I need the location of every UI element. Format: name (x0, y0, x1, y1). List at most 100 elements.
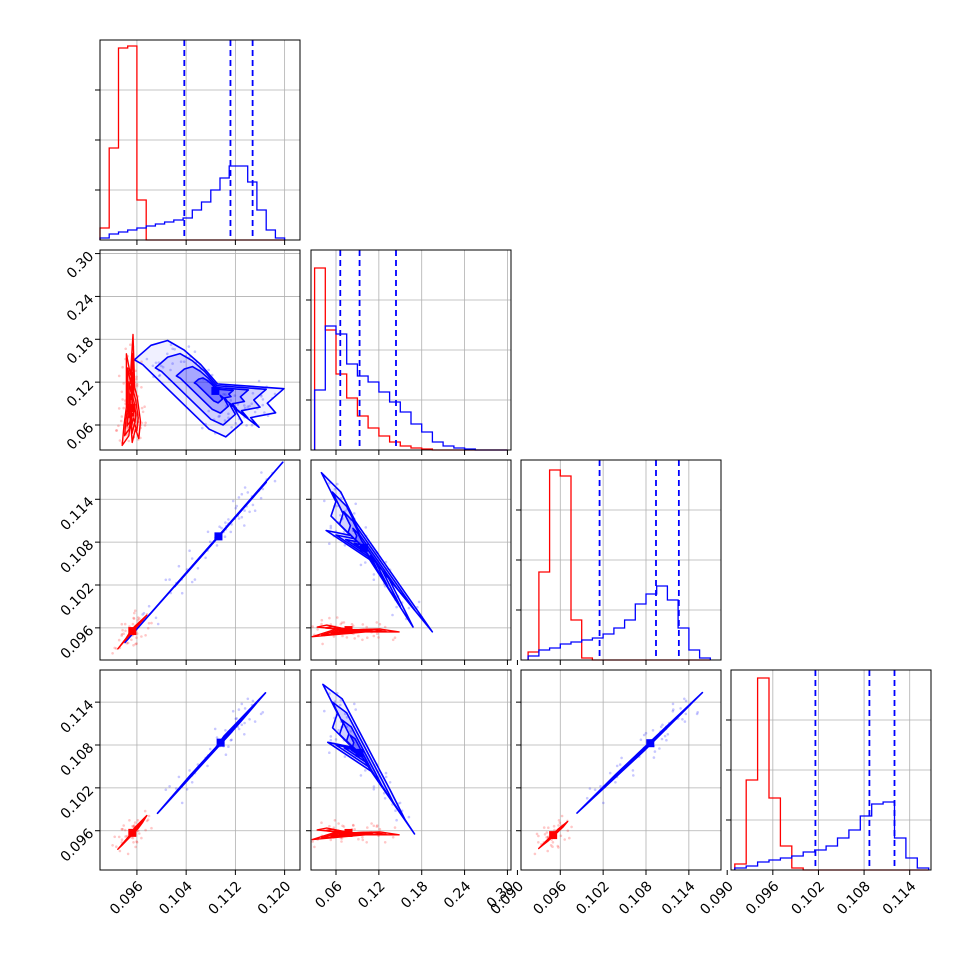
scatter-point (124, 835, 127, 838)
scatter-point (357, 634, 360, 638)
scatter-point (151, 364, 155, 368)
scatter-point (588, 787, 592, 790)
scatter-point (144, 634, 147, 637)
scatter-point (253, 410, 257, 414)
scatter-point (361, 638, 364, 642)
scatter-point (260, 471, 263, 474)
scatter-point (132, 617, 136, 620)
scatter-point (311, 625, 315, 628)
scatter-point (537, 841, 540, 844)
scatter-point (375, 621, 379, 624)
scatter-point (190, 557, 194, 560)
scatter-point (240, 492, 244, 496)
scatter-point (394, 809, 397, 812)
scatter-point (135, 377, 138, 381)
scatter-point (661, 723, 664, 727)
scatter-panel (99, 459, 301, 661)
scatter-point (168, 578, 171, 581)
scatter-point (366, 636, 369, 639)
scatter-point (169, 343, 173, 347)
scatter-point (365, 625, 369, 629)
scatter-point (118, 849, 122, 853)
contour-series-b (154, 352, 267, 426)
scatter-point (147, 604, 151, 608)
scatter-point (353, 637, 357, 640)
scatter-point (250, 402, 253, 406)
scatter-point (120, 838, 124, 841)
scatter-point (224, 729, 227, 732)
scatter-point (193, 578, 197, 581)
scatter-point (169, 368, 172, 372)
scatter-point (120, 622, 124, 626)
density-peak-a (128, 828, 137, 837)
scatter-point (117, 374, 121, 378)
density-peak-a (549, 831, 558, 840)
scatter-point (235, 717, 238, 720)
scatter-panel (310, 669, 512, 871)
scatter-point (135, 840, 138, 843)
scatter-point (391, 613, 394, 617)
scatter-point (321, 642, 324, 646)
x-tick-label: 0.24 (441, 878, 474, 911)
scatter-point (545, 831, 549, 834)
scatter-point (121, 827, 124, 831)
density-peak-a (344, 626, 353, 635)
scatter-point (145, 357, 149, 361)
scatter-point (644, 731, 648, 735)
scatter-point (329, 735, 333, 738)
scatter-point (329, 623, 333, 626)
scatter-point (190, 580, 194, 584)
scatter-point (113, 646, 116, 650)
scatter-point (333, 700, 337, 703)
scatter-point (111, 844, 114, 847)
density-peak-a (127, 404, 136, 413)
y-tick-label: 0.102 (58, 580, 98, 620)
scatter-point (560, 814, 564, 818)
scatter-point (210, 373, 214, 377)
contour-series-b (133, 339, 285, 438)
scatter-point (365, 841, 369, 844)
x-tick-label: 0.112 (205, 878, 245, 918)
scatter-point (663, 734, 667, 738)
scatter-point (174, 787, 178, 790)
scatter-point (137, 616, 140, 619)
scatter-point (158, 373, 162, 377)
scatter-point (639, 738, 643, 742)
histogram-series-b (313, 325, 508, 451)
scatter-point (230, 738, 233, 742)
scatter-point (166, 352, 169, 356)
scatter-point (177, 775, 181, 779)
scatter-point (157, 361, 161, 364)
scatter-point (215, 736, 219, 739)
scatter-point (341, 824, 344, 828)
scatter-point (353, 512, 356, 515)
scatter-point (144, 828, 147, 832)
scatter-point (329, 738, 333, 742)
scatter-point (259, 712, 263, 716)
x-tick-label: 0.114 (659, 878, 699, 918)
scatter-point (173, 348, 176, 351)
scatter-point (559, 834, 563, 838)
scatter-point (339, 514, 342, 517)
scatter-point (375, 825, 379, 828)
scatter-point (377, 636, 380, 639)
scatter-point (164, 788, 168, 791)
scatter-point (378, 827, 382, 831)
scatter-point (213, 727, 217, 731)
scatter-point (131, 824, 134, 828)
scatter-point (120, 634, 123, 637)
scatter-point (372, 573, 376, 576)
scatter-point (171, 347, 174, 351)
scatter-point (342, 530, 346, 534)
scatter-point (248, 510, 251, 514)
scatter-point (227, 416, 230, 420)
scatter-point (143, 405, 146, 409)
scatter-point (229, 530, 233, 534)
scatter-point (150, 826, 153, 830)
scatter-point (372, 634, 376, 638)
x-tick-label: 0.096 (530, 878, 570, 918)
scatter-point (227, 412, 230, 416)
scatter-point (372, 578, 376, 581)
scatter-point (261, 398, 265, 401)
scatter-point (243, 733, 246, 736)
